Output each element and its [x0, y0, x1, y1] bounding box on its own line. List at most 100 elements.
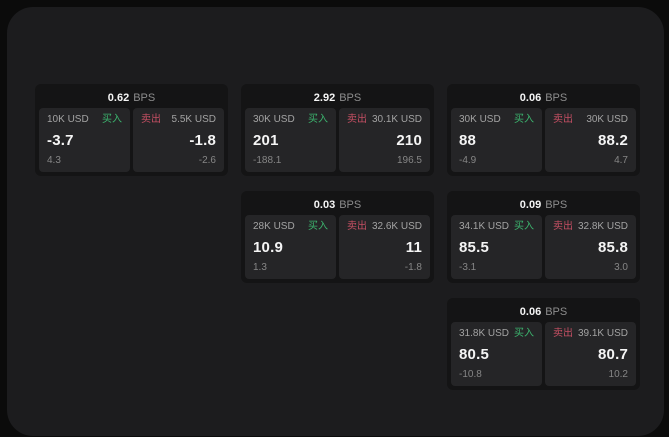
- buy-price: 80.5: [459, 346, 489, 363]
- quote-card-header: 0.06 BPS: [451, 302, 636, 322]
- buy-delta: 4.3: [47, 155, 61, 166]
- sell-tile-header: 卖出 30K USD: [553, 115, 628, 125]
- sell-size-label: 5.5K USD: [171, 114, 216, 125]
- sell-side-label: 卖出: [347, 221, 367, 232]
- buy-side-label: 买入: [514, 328, 534, 339]
- buy-tile-header: 28K USD 买入: [253, 222, 328, 232]
- buy-quote-tile[interactable]: 30K USD 买入 88 -4.9: [451, 108, 542, 172]
- sell-price: 88.2: [598, 132, 628, 149]
- buy-side-label: 买入: [514, 114, 534, 125]
- quote-tiles: 34.1K USD 买入 85.5 -3.1 卖出 32.8K USD 85.8…: [451, 215, 636, 279]
- quote-card: 2.92 BPS 30K USD 买入 201 -188.1 卖出 30.1K …: [241, 84, 434, 176]
- sell-tile-header: 卖出 32.8K USD: [553, 222, 628, 232]
- sell-side-label: 卖出: [553, 328, 573, 339]
- sell-quote-tile[interactable]: 卖出 30.1K USD 210 196.5: [339, 108, 430, 172]
- sell-side-label: 卖出: [347, 114, 367, 125]
- quote-card-header: 2.92 BPS: [245, 88, 430, 108]
- buy-size-label: 30K USD: [459, 114, 501, 125]
- bps-value: 0.06: [519, 91, 542, 104]
- buy-quote-tile[interactable]: 30K USD 买入 201 -188.1: [245, 108, 336, 172]
- quote-tiles: 30K USD 买入 201 -188.1 卖出 30.1K USD 210 1…: [245, 108, 430, 172]
- sell-price: 85.8: [598, 239, 628, 256]
- quote-tiles: 31.8K USD 买入 80.5 -10.8 卖出 39.1K USD 80.…: [451, 322, 636, 386]
- buy-quote-tile[interactable]: 31.8K USD 买入 80.5 -10.8: [451, 322, 542, 386]
- sell-size-label: 30K USD: [586, 114, 628, 125]
- bps-value: 0.62: [107, 91, 130, 104]
- buy-tile-header: 34.1K USD 买入: [459, 222, 534, 232]
- bps-value: 0.03: [313, 198, 336, 211]
- sell-side-label: 卖出: [141, 114, 161, 125]
- quote-card: 0.06 BPS 30K USD 买入 88 -4.9 卖出 30K USD 8…: [447, 84, 640, 176]
- sell-quote-tile[interactable]: 卖出 5.5K USD -1.8 -2.6: [133, 108, 224, 172]
- sell-size-label: 32.8K USD: [577, 221, 628, 232]
- bps-value: 2.92: [313, 91, 336, 104]
- bps-unit-label: BPS: [545, 91, 568, 104]
- sell-size-label: 39.1K USD: [577, 328, 628, 339]
- buy-tile-header: 31.8K USD 买入: [459, 329, 534, 339]
- sell-side-label: 卖出: [553, 114, 573, 125]
- quote-card: 0.06 BPS 31.8K USD 买入 80.5 -10.8 卖出 39.1…: [447, 298, 640, 390]
- buy-delta: -188.1: [253, 155, 282, 166]
- quote-card: 0.62 BPS 10K USD 买入 -3.7 4.3 卖出 5.5K USD…: [35, 84, 228, 176]
- sell-delta: 4.7: [614, 155, 628, 166]
- bps-value: 0.06: [519, 305, 542, 318]
- buy-delta: -10.8: [459, 369, 482, 380]
- buy-price: -3.7: [47, 132, 74, 149]
- buy-delta: -4.9: [459, 155, 477, 166]
- sell-delta: 10.2: [608, 369, 628, 380]
- sell-delta: 3.0: [614, 262, 628, 273]
- sell-delta: -2.6: [198, 155, 216, 166]
- buy-size-label: 30K USD: [253, 114, 295, 125]
- quote-card-header: 0.06 BPS: [451, 88, 636, 108]
- sell-price: 80.7: [598, 346, 628, 363]
- buy-tile-header: 30K USD 买入: [459, 115, 534, 125]
- quote-card: 0.09 BPS 34.1K USD 买入 85.5 -3.1 卖出 32.8K…: [447, 191, 640, 283]
- bps-unit-label: BPS: [545, 198, 568, 211]
- buy-delta: -3.1: [459, 262, 477, 273]
- quote-tiles: 30K USD 买入 88 -4.9 卖出 30K USD 88.2 4.7: [451, 108, 636, 172]
- bps-unit-label: BPS: [133, 91, 156, 104]
- buy-size-label: 28K USD: [253, 221, 295, 232]
- sell-quote-tile[interactable]: 卖出 32.8K USD 85.8 3.0: [545, 215, 636, 279]
- buy-size-label: 34.1K USD: [459, 221, 510, 232]
- buy-quote-tile[interactable]: 34.1K USD 买入 85.5 -3.1: [451, 215, 542, 279]
- buy-tile-header: 10K USD 买入: [47, 115, 122, 125]
- buy-side-label: 买入: [102, 114, 122, 125]
- sell-quote-tile[interactable]: 卖出 30K USD 88.2 4.7: [545, 108, 636, 172]
- bps-unit-label: BPS: [545, 305, 568, 318]
- buy-quote-tile[interactable]: 10K USD 买入 -3.7 4.3: [39, 108, 130, 172]
- quote-board-panel: 0.62 BPS 10K USD 买入 -3.7 4.3 卖出 5.5K USD…: [7, 7, 664, 436]
- buy-tile-header: 30K USD 买入: [253, 115, 328, 125]
- sell-delta: -1.8: [404, 262, 422, 273]
- buy-side-label: 买入: [308, 114, 328, 125]
- buy-price: 10.9: [253, 239, 283, 256]
- bps-unit-label: BPS: [339, 91, 362, 104]
- sell-quote-tile[interactable]: 卖出 39.1K USD 80.7 10.2: [545, 322, 636, 386]
- sell-tile-header: 卖出 39.1K USD: [553, 329, 628, 339]
- sell-size-label: 30.1K USD: [371, 114, 422, 125]
- bps-value: 0.09: [519, 198, 542, 211]
- sell-side-label: 卖出: [553, 221, 573, 232]
- quote-card-header: 0.09 BPS: [451, 195, 636, 215]
- sell-quote-tile[interactable]: 卖出 32.6K USD 11 -1.8: [339, 215, 430, 279]
- sell-tile-header: 卖出 32.6K USD: [347, 222, 422, 232]
- quote-card: 0.03 BPS 28K USD 买入 10.9 1.3 卖出 32.6K US…: [241, 191, 434, 283]
- sell-price: -1.8: [189, 132, 216, 149]
- quote-tiles: 10K USD 买入 -3.7 4.3 卖出 5.5K USD -1.8 -2.…: [39, 108, 224, 172]
- quote-card-header: 0.03 BPS: [245, 195, 430, 215]
- sell-delta: 196.5: [396, 155, 422, 166]
- buy-price: 85.5: [459, 239, 489, 256]
- sell-size-label: 32.6K USD: [371, 221, 422, 232]
- quote-grid: 0.62 BPS 10K USD 买入 -3.7 4.3 卖出 5.5K USD…: [35, 84, 640, 390]
- buy-side-label: 买入: [308, 221, 328, 232]
- buy-price: 88: [459, 132, 477, 149]
- buy-size-label: 10K USD: [47, 114, 89, 125]
- buy-side-label: 买入: [514, 221, 534, 232]
- quote-card-header: 0.62 BPS: [39, 88, 224, 108]
- quote-tiles: 28K USD 买入 10.9 1.3 卖出 32.6K USD 11 -1.8: [245, 215, 430, 279]
- buy-size-label: 31.8K USD: [459, 328, 510, 339]
- sell-price: 11: [405, 239, 422, 256]
- sell-tile-header: 卖出 5.5K USD: [141, 115, 216, 125]
- buy-quote-tile[interactable]: 28K USD 买入 10.9 1.3: [245, 215, 336, 279]
